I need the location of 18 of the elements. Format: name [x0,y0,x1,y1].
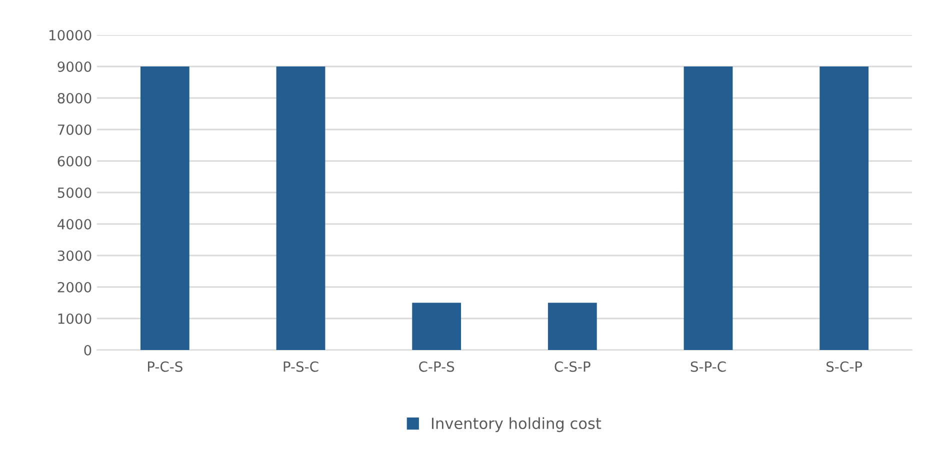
x-tick-label: C-S-P [554,361,590,372]
x-tick-label: P-S-C [284,361,318,372]
y-tick-label: 4000 [57,218,92,230]
y-tick-label: 7000 [58,124,92,135]
y-tick-label: 0 [84,344,92,356]
x-tick-label: P-C-S [148,361,182,372]
x-tick-label: S-C-P [826,361,862,372]
y-tick-label: 3000 [58,250,92,261]
y-tick-label: 8000 [58,92,92,104]
legend-label: Inventory holding cost [432,417,602,432]
y-tick-label: 6000 [58,156,92,166]
x-tick-label: C-P-S [419,361,454,372]
y-tick-label: 2000 [58,282,92,292]
y-tick-label: 10000 [49,30,92,40]
x-tick-label: S-P-C [690,361,726,372]
y-tick-label: 1000 [58,313,92,324]
y-tick-label: 5000 [58,187,92,198]
y-tick-label: 9000 [58,61,92,72]
